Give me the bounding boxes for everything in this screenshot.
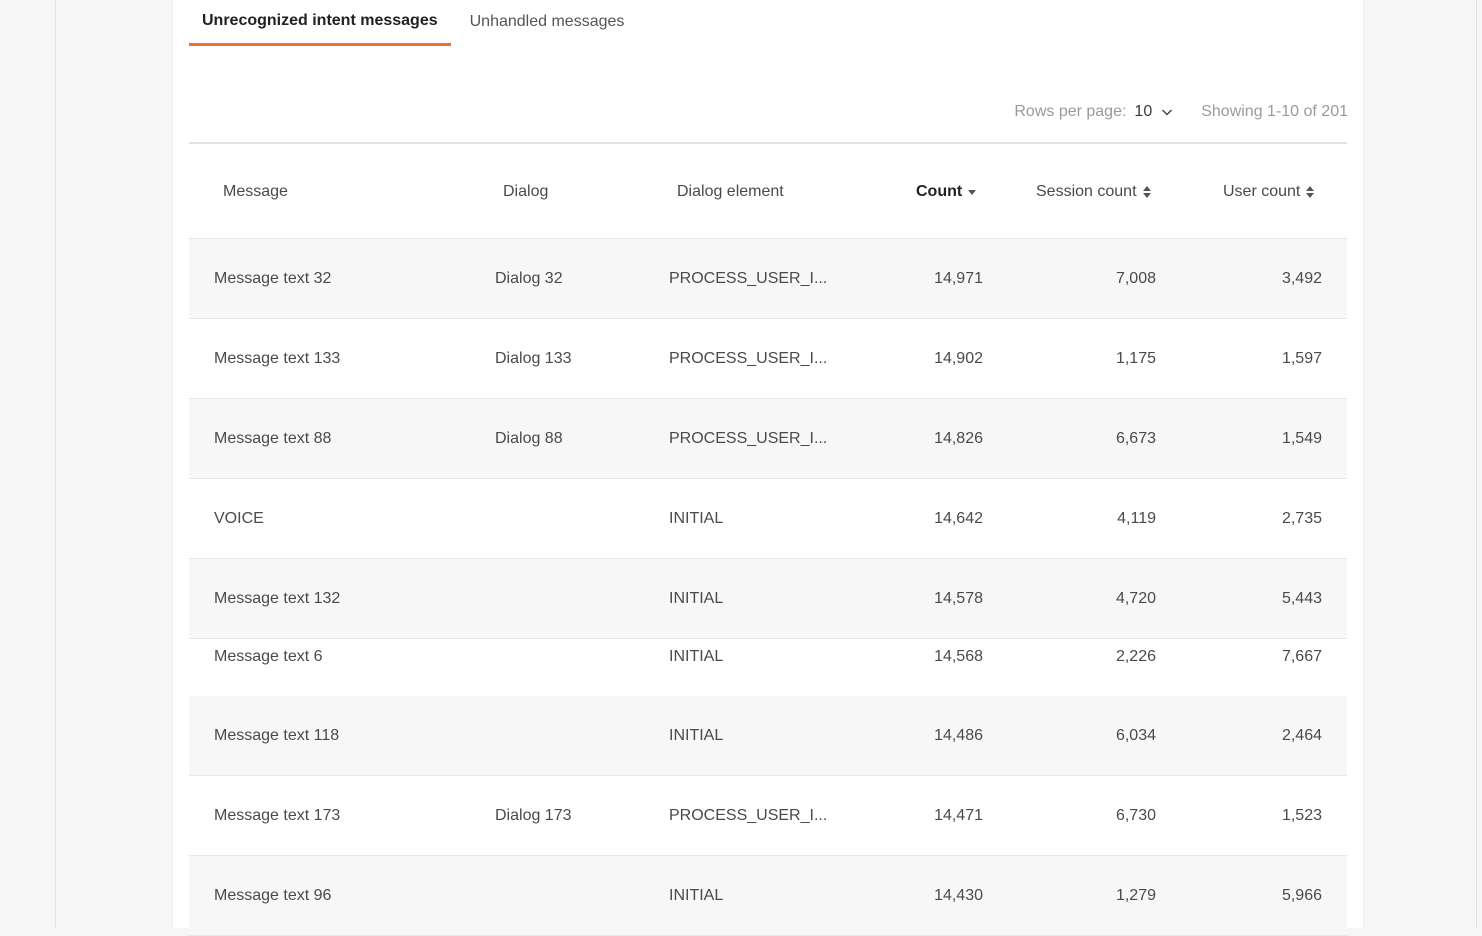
column-header-message: Message — [223, 144, 288, 240]
table-row[interactable]: Message text 173 Dialog 173 PROCESS_USER… — [189, 776, 1347, 856]
cell-dialog-element: INITIAL — [669, 509, 724, 527]
column-header-user-count[interactable]: User count — [1223, 144, 1315, 240]
cell-session-count: 1,175 — [1115, 349, 1156, 367]
cell-dialog-element: INITIAL — [669, 648, 724, 665]
cell-dialog: Dialog 32 — [495, 269, 563, 287]
cell-dialog-element: PROCESS_USER_I... — [669, 806, 828, 824]
cell-count: 14,430 — [934, 886, 983, 904]
column-header-count[interactable]: Count — [916, 144, 977, 240]
tab-unrecognized-intent-messages[interactable]: Unrecognized intent messages — [189, 0, 451, 46]
cell-dialog — [495, 479, 645, 558]
sort-desc-icon — [967, 187, 977, 197]
cell-dialog: Dialog 173 — [495, 806, 572, 824]
cell-user-count: 7,667 — [1281, 648, 1322, 665]
cell-message: Message text 132 — [214, 589, 341, 607]
table-row[interactable]: Message text 96 INITIAL 14,430 1,279 5,9… — [189, 856, 1347, 936]
cell-user-count: 3,492 — [1281, 269, 1322, 287]
cell-message: Message text 133 — [214, 349, 341, 367]
cell-user-count: 5,443 — [1281, 589, 1322, 607]
chevron-down-icon — [1161, 106, 1173, 118]
cell-count: 14,826 — [934, 429, 983, 447]
pagination-toolbar: Rows per page: 10 Showing 1-10 of 201 — [1014, 98, 1348, 126]
cell-session-count: 2,226 — [1115, 648, 1156, 665]
cell-message: Message text 32 — [214, 269, 332, 287]
cell-session-count: 4,720 — [1115, 589, 1156, 607]
table-row[interactable]: Message text 6 INITIAL 14,568 2,226 7,66… — [189, 639, 1347, 696]
table-row[interactable]: Message text 133 Dialog 133 PROCESS_USER… — [189, 319, 1347, 399]
cell-message: VOICE — [214, 509, 264, 527]
cell-dialog-element: INITIAL — [669, 589, 724, 607]
cell-count: 14,642 — [934, 509, 983, 527]
column-header-session-count-label: Session count — [1036, 183, 1137, 200]
rows-per-page-value: 10 — [1134, 103, 1153, 120]
cell-session-count: 1,279 — [1115, 886, 1156, 904]
cell-count: 14,568 — [934, 648, 983, 665]
cell-message: Message text 173 — [214, 806, 341, 824]
column-header-count-label: Count — [916, 183, 963, 200]
rows-per-page-label: Rows per page: — [1014, 103, 1127, 120]
cell-dialog — [495, 617, 645, 697]
column-header-dialog-label: Dialog — [503, 183, 549, 200]
messages-table: Message Dialog Dialog element Count Sess… — [189, 142, 1347, 936]
cell-dialog — [495, 696, 645, 775]
column-header-user-count-label: User count — [1223, 183, 1301, 200]
cell-count: 14,971 — [934, 269, 983, 287]
cell-user-count: 2,735 — [1281, 509, 1322, 527]
column-header-dialog: Dialog — [503, 144, 548, 240]
column-header-message-label: Message — [223, 183, 288, 200]
cell-session-count: 6,673 — [1115, 429, 1156, 447]
cell-user-count: 5,966 — [1281, 886, 1322, 904]
cell-dialog-element: PROCESS_USER_I... — [669, 429, 828, 447]
table-row[interactable]: VOICE INITIAL 14,642 4,119 2,735 — [189, 479, 1347, 559]
sort-icon — [1142, 185, 1152, 199]
cell-dialog-element: INITIAL — [669, 886, 724, 904]
cell-count: 14,471 — [934, 806, 983, 824]
cell-message: Message text 88 — [214, 429, 332, 447]
table-row[interactable]: Message text 32 Dialog 32 PROCESS_USER_I… — [189, 239, 1347, 319]
cell-session-count: 4,119 — [1117, 509, 1156, 527]
cell-count: 14,578 — [934, 589, 983, 607]
sort-icon — [1305, 185, 1315, 199]
table-row[interactable]: Message text 118 INITIAL 14,486 6,034 2,… — [189, 696, 1347, 776]
table-row[interactable]: Message text 88 Dialog 88 PROCESS_USER_I… — [189, 399, 1347, 479]
cell-count: 14,902 — [934, 349, 983, 367]
cell-dialog-element: PROCESS_USER_I... — [669, 349, 828, 367]
cell-user-count: 1,549 — [1281, 429, 1322, 447]
tab-bar: Unrecognized intent messages Unhandled m… — [189, 0, 637, 50]
app-frame: Unrecognized intent messages Unhandled m… — [55, 0, 1477, 936]
cell-session-count: 6,730 — [1115, 806, 1156, 824]
cell-user-count: 2,464 — [1281, 726, 1322, 744]
table-row[interactable]: Message text 132 INITIAL 14,578 4,720 5,… — [189, 559, 1347, 639]
cell-dialog: Dialog 88 — [495, 429, 563, 447]
cell-count: 14,486 — [934, 726, 983, 744]
cell-message: Message text 118 — [214, 726, 340, 744]
column-header-session-count[interactable]: Session count — [1036, 144, 1152, 240]
column-header-dialog-element-label: Dialog element — [677, 183, 784, 200]
cell-user-count: 1,523 — [1281, 806, 1322, 824]
cell-user-count: 1,597 — [1281, 349, 1322, 367]
messages-card: Unrecognized intent messages Unhandled m… — [172, 0, 1364, 936]
cell-session-count: 6,034 — [1115, 726, 1156, 744]
cell-message: Message text 96 — [214, 886, 332, 904]
cell-dialog — [495, 856, 645, 935]
cell-dialog-element: PROCESS_USER_I... — [669, 269, 828, 287]
table-header: Message Dialog Dialog element Count Sess… — [189, 142, 1347, 239]
cell-dialog: Dialog 133 — [495, 349, 572, 367]
pagination-summary: Showing 1-10 of 201 — [1201, 103, 1348, 120]
cell-session-count: 7,008 — [1115, 269, 1156, 287]
cell-message: Message text 6 — [214, 648, 323, 665]
column-header-dialog-element: Dialog element — [677, 144, 784, 240]
tab-unhandled-messages[interactable]: Unhandled messages — [469, 13, 625, 30]
rows-per-page-select[interactable]: 10 — [1134, 103, 1173, 121]
cell-dialog-element: INITIAL — [669, 726, 724, 744]
